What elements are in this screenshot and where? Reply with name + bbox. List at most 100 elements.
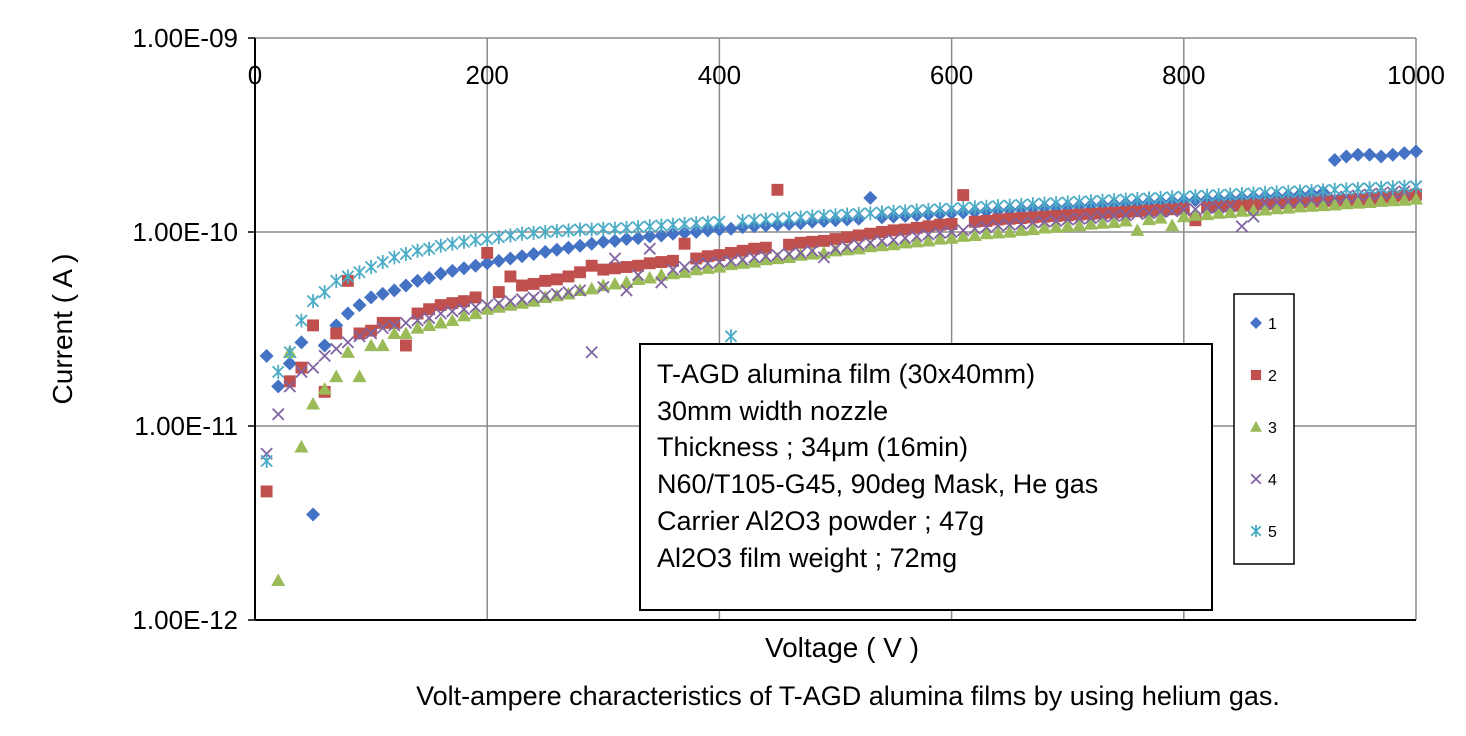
data-point [503,251,518,266]
data-point [1049,214,1063,228]
data-point [422,311,436,325]
data-point [480,302,495,315]
data-point [1026,211,1039,224]
data-point [980,220,993,234]
data-point [631,231,646,246]
data-point [701,250,714,263]
data-point [526,294,541,307]
data-point [398,326,413,340]
data-point [620,284,633,297]
data-point [1154,205,1167,219]
data-point [665,226,680,241]
data-point [1351,181,1365,196]
data-point [330,342,343,356]
data-point [434,307,447,320]
data-point [642,270,657,284]
data-point [294,439,309,453]
data-point [956,224,970,237]
data-point [295,313,308,328]
tick-labels: 0 200 400 600 800 1000 1.00E-12 1.00E-11 1.00E-1… [132,23,1444,635]
data-point [434,299,447,312]
data-point [468,258,483,273]
data-point [584,281,599,295]
data-point [631,272,646,285]
data-point [353,327,366,340]
data-point [550,273,563,286]
data-point [921,233,936,247]
data-point [806,209,819,224]
data-point [1292,199,1307,213]
data-point [260,454,273,469]
data-point [643,219,656,234]
data-point [1107,209,1121,223]
data-point [516,279,528,292]
data-point [619,232,634,247]
data-point [816,245,831,259]
data-point [1084,194,1098,209]
data-point [829,208,842,223]
y-tick-label: 1.00E-11 [134,411,238,441]
data-point [399,316,413,330]
data-point [887,224,900,237]
data-point [515,293,529,306]
data-point [469,300,482,314]
data-point [411,307,424,320]
data-point [1142,206,1156,220]
data-point [747,213,761,228]
data-point [1107,215,1122,229]
data-point [713,255,726,269]
data-point [864,236,877,250]
data-point [1003,198,1016,213]
data-point [1247,210,1260,223]
legend: 1 2 3 4 5 [1233,293,1295,565]
data-point [1177,189,1191,204]
data-point [492,230,506,245]
data-point [1293,194,1307,207]
data-point [318,285,331,300]
annotation-box: T-AGD alumina film (30x40mm) 30mm width … [639,343,1213,611]
data-point [317,338,332,353]
data-point [608,221,622,236]
data-point [1084,211,1098,225]
data-point [1073,194,1086,209]
data-point [887,204,900,219]
data-point [631,268,645,282]
data-point [456,308,471,322]
data-point [690,252,703,265]
data-point [596,234,611,249]
data-point [771,248,784,262]
annotation-line: 30mm width nozzle [657,396,888,426]
data-point [654,228,669,243]
y-tick-label: 1.00E-12 [132,605,238,635]
data-point [1166,203,1179,216]
data-point [1223,205,1238,219]
series-4 [260,180,1423,460]
data-point [1119,209,1132,222]
data-point [306,396,321,410]
data-point [527,291,540,304]
data-point [678,216,691,231]
data-point [817,234,830,247]
data-point [376,255,389,270]
x-tick-label: 800 [1162,60,1205,90]
data-point [1165,190,1179,205]
data-point [410,321,425,334]
data-point [1049,196,1063,211]
data-point [1154,190,1167,205]
data-point [585,346,598,359]
data-point [700,261,715,274]
data-point [341,269,355,284]
data-point [1339,149,1354,164]
data-point [1060,219,1075,232]
data-point [1409,144,1423,159]
data-point [608,262,621,275]
data-point [945,201,958,216]
data-point [329,369,344,383]
data-point [1061,213,1074,226]
data-point [364,290,379,305]
data-point [840,242,855,256]
figure-caption: Volt-ampere characteristics of T-AGD alu… [416,681,1280,711]
data-point [875,205,889,220]
data-point [909,234,924,248]
data-point [759,212,773,227]
